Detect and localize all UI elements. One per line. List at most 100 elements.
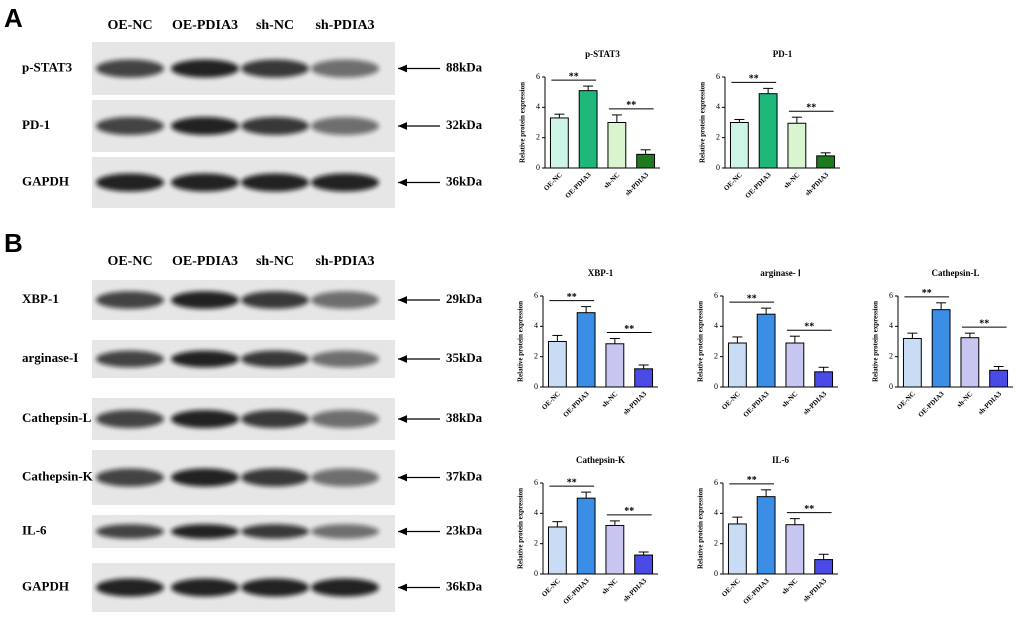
lane-label: OE-PDIA3 [172,18,238,33]
y-tick-label: 0 [536,163,540,172]
blot [92,100,395,152]
error-bar [791,116,802,124]
y-tick-label: 2 [536,132,540,141]
bar [902,337,922,388]
bar [814,559,834,575]
blot-label: PD-1 [22,117,50,132]
error-bar [552,521,563,527]
bar [989,369,1009,388]
error-bar [761,489,772,497]
band [171,117,239,135]
x-tick-label: sh-PDIA3 [804,171,831,198]
size-label: 32kDa [446,117,483,132]
chart-title: arginase- Ⅰ [760,268,800,278]
error-bar [820,152,831,156]
x-tick-label: OE-PDIA3 [562,577,591,606]
band [241,524,309,539]
band [311,468,379,487]
bar [727,342,747,388]
error-bar [732,336,743,344]
error-bar [638,364,649,369]
band [96,173,164,192]
bar [576,312,596,388]
y-tick-label: 6 [716,72,720,81]
bar [549,117,569,169]
band [171,59,239,78]
blot [92,340,395,378]
y-tick-label: 4 [534,321,538,330]
significance-label: ** [979,318,989,329]
x-tick-label: OE-PDIA3 [742,577,771,606]
significance-label: ** [804,504,814,515]
band [96,117,164,135]
error-bar [552,334,563,342]
error-bar [789,335,800,344]
band [311,410,379,428]
y-tick-label: 0 [534,382,538,391]
band [311,524,379,539]
band [241,59,309,78]
x-tick-label: OE-NC [720,577,742,599]
bar [787,122,807,169]
y-axis-label: Relative protein expression [697,488,705,569]
error-bar [818,553,829,560]
x-tick-label: sh-NC [780,390,799,409]
y-axis-label: Relative protein expression [517,301,525,382]
blot-label: Cathepsin-K [22,468,94,483]
y-tick-label: 2 [714,351,718,360]
y-tick-label: 0 [716,163,720,172]
y-tick-label: 6 [714,478,718,487]
band [241,350,309,368]
lane-label: OE-PDIA3 [172,254,238,269]
lane-label: sh-PDIA3 [315,18,374,33]
y-tick-label: 6 [534,478,538,487]
x-tick-label: OE-PDIA3 [917,390,946,419]
band [96,59,164,78]
chart-title: Cathepsin-K [576,455,625,465]
size-label: 88kDa [446,59,483,74]
significance-label: ** [624,506,634,517]
size-label: 38kDa [446,410,483,425]
y-tick-label: 6 [534,291,538,300]
blot-label: p-STAT3 [22,59,73,74]
lane-label: sh-NC [256,18,294,33]
y-tick-label: 2 [534,538,538,547]
y-tick-label: 0 [714,569,718,578]
x-tick-label: OE-NC [540,390,562,412]
blot [92,280,395,320]
size-label: 36kDa [446,578,483,593]
bar [605,524,625,575]
error-bar [583,85,594,91]
error-bar [581,306,592,313]
error-bar [638,551,649,556]
band [241,173,309,192]
lane-label: sh-NC [256,254,294,269]
error-bar [907,332,918,339]
chart-title: p-STAT3 [585,49,620,59]
size-label: 36kDa [446,173,483,188]
y-tick-label: 0 [714,382,718,391]
x-tick-label: OE-NC [895,390,917,412]
x-tick-label: sh-PDIA3 [802,390,829,417]
bar [931,309,951,388]
bar [756,313,776,388]
y-axis-label: Relative protein expression [517,488,525,569]
y-tick-label: 4 [534,508,538,517]
y-tick-label: 0 [534,569,538,578]
size-label: 29kDa [446,291,483,306]
blot-label: IL-6 [22,522,47,537]
x-tick-label: OE-NC [542,171,564,193]
band [96,350,164,368]
bar [816,155,836,169]
band [311,59,379,78]
significance-label: ** [804,321,814,332]
chart-title: PD-1 [773,49,793,59]
bar [758,93,778,169]
band [96,578,164,597]
bar [727,523,747,575]
blot-label: arginase-I [22,350,78,365]
bar [634,554,654,575]
bar [785,524,805,575]
band [241,410,309,428]
x-tick-label: sh-PDIA3 [802,577,829,604]
